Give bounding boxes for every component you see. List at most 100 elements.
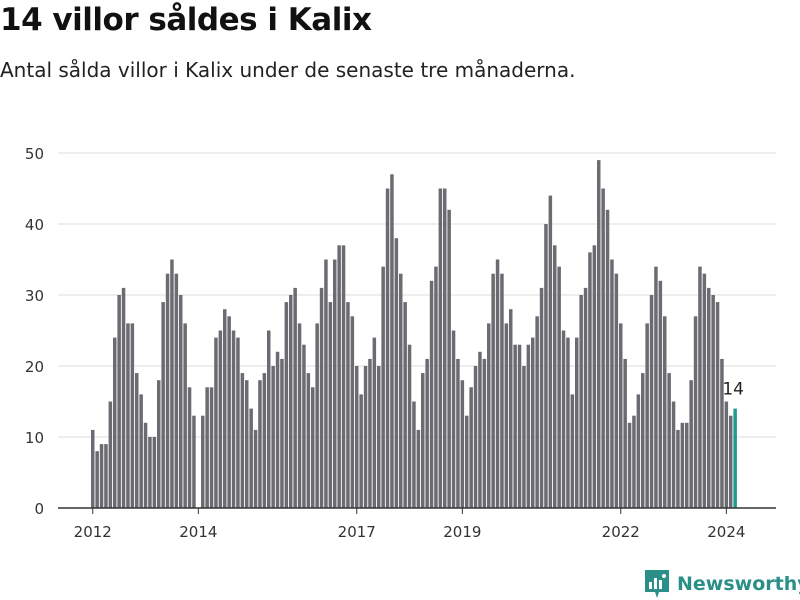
bar [667, 373, 671, 508]
bar [390, 174, 394, 509]
bar [416, 429, 421, 508]
bar-layer [91, 160, 737, 509]
bar [583, 287, 588, 508]
bar [95, 451, 99, 508]
bar [368, 358, 372, 508]
bar [174, 273, 179, 508]
bar [355, 366, 359, 508]
bar [473, 366, 478, 508]
bar [227, 316, 231, 508]
bar [605, 209, 610, 509]
bar [685, 422, 689, 508]
bar [152, 437, 157, 508]
bar [566, 337, 570, 508]
bar [645, 323, 649, 508]
bar [240, 373, 245, 508]
bar [570, 394, 575, 508]
bar [139, 394, 143, 508]
bar [267, 330, 271, 508]
bar [407, 344, 412, 508]
bar [429, 280, 434, 508]
bar [535, 316, 539, 508]
bar [513, 344, 517, 508]
bar [702, 273, 707, 508]
bar [575, 337, 579, 508]
bar [500, 273, 504, 508]
bar [504, 323, 509, 508]
bar [460, 380, 465, 508]
bar [601, 188, 605, 508]
bar [447, 209, 451, 509]
bar [649, 295, 654, 508]
bar [561, 330, 566, 508]
bar [258, 380, 262, 508]
bar [663, 316, 667, 508]
bar [275, 351, 280, 508]
bar [117, 295, 121, 508]
x-tick-label-2012: 2012 [74, 523, 112, 541]
bar [592, 245, 597, 509]
bar [121, 287, 126, 508]
bar [526, 344, 531, 508]
bar [170, 259, 174, 508]
bar [218, 330, 223, 508]
bar [588, 252, 592, 508]
bar [509, 309, 513, 508]
bar [165, 273, 170, 508]
bar [192, 415, 196, 508]
bar [689, 380, 693, 508]
bar [381, 266, 385, 508]
bar [676, 429, 680, 508]
y-tick-label-30: 30 [25, 287, 44, 305]
bar-latest [733, 408, 737, 508]
bar [487, 323, 491, 508]
bar [209, 387, 214, 508]
bar [425, 358, 429, 508]
bar [724, 401, 729, 508]
bar [179, 295, 183, 508]
bar [253, 429, 258, 508]
bar [249, 408, 253, 508]
chart-title: 14 villor såldes i Kalix [0, 2, 372, 38]
bar [654, 266, 658, 508]
bar [614, 273, 619, 508]
bar [482, 358, 487, 508]
bar [126, 323, 130, 508]
axis-layer: 0 10 20 30 40 50 14 2012 2014 2017 2019 2022 2024 [25, 145, 776, 541]
bar [201, 415, 205, 508]
bar [456, 358, 460, 508]
y-tick-label-0: 0 [34, 500, 44, 518]
bar [707, 287, 711, 508]
bar [372, 337, 377, 508]
bar [443, 188, 447, 508]
bar [324, 259, 328, 508]
bar [297, 323, 302, 508]
bar [161, 302, 165, 508]
bar [346, 302, 350, 508]
bar [403, 302, 407, 508]
y-tick-label-10: 10 [25, 429, 44, 447]
bar [385, 188, 390, 508]
bar [337, 245, 341, 509]
bar [597, 160, 601, 508]
bar [214, 337, 218, 508]
bar [328, 302, 333, 508]
bar [469, 387, 473, 508]
bar [271, 366, 275, 508]
bar [223, 309, 227, 508]
brand-logo: Newsworthy [645, 570, 800, 598]
bar [157, 380, 161, 508]
bar [553, 245, 557, 509]
bar [557, 266, 561, 508]
bar [183, 323, 187, 508]
bar [311, 387, 315, 508]
bar [377, 366, 381, 508]
y-tick-label-50: 50 [25, 145, 44, 163]
bar [293, 287, 297, 508]
bar [491, 273, 495, 508]
bar [394, 238, 399, 508]
bar [517, 344, 522, 508]
bar [412, 401, 416, 508]
bar [289, 295, 293, 508]
